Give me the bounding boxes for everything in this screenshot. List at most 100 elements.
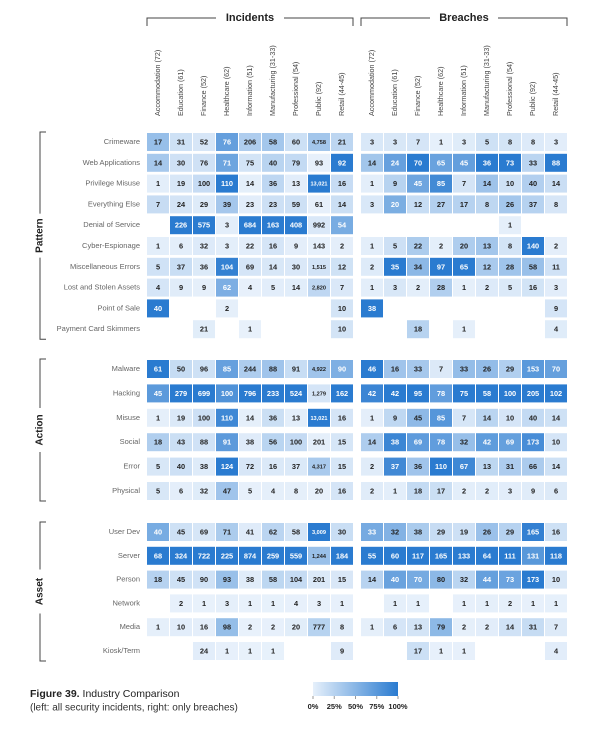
cell-value: 6: [393, 623, 397, 632]
cell-value: 73: [506, 158, 514, 167]
heat-cell: [331, 257, 353, 276]
heat-cell: [407, 257, 429, 276]
heat-cell: [170, 237, 192, 255]
cell-value: 12: [483, 262, 491, 271]
heat-cell: [453, 174, 475, 193]
cell-value: 110: [221, 413, 233, 422]
cell-value: 14: [292, 283, 301, 292]
cell-value: 244: [244, 364, 257, 373]
cell-value: 1,244: [312, 554, 327, 560]
cell-value: 1: [156, 413, 160, 422]
cell-value: 162: [336, 389, 348, 398]
heat-cell: [216, 299, 238, 318]
heat-cell: [216, 133, 238, 151]
cell-value: 14: [368, 438, 377, 447]
heat-cell: [384, 360, 406, 378]
heat-cell: [430, 523, 452, 541]
heat-cell: [384, 482, 406, 500]
heat-cell: [147, 482, 169, 500]
cell-value: 2: [485, 623, 489, 632]
row-label: Network: [112, 598, 140, 607]
heat-cell: [430, 195, 452, 214]
heat-cell: [216, 360, 238, 378]
cell-value: 1: [156, 179, 160, 188]
heat-cell: [239, 433, 261, 452]
cell-value: 80: [437, 575, 445, 584]
heat-cell: [147, 257, 169, 276]
cell-value: 18: [414, 325, 422, 334]
heat-cell: [193, 570, 215, 589]
cell-value: 37: [529, 200, 537, 209]
cell-value: 55: [368, 551, 376, 560]
heat-cell: [193, 278, 215, 297]
heat-cell: [476, 546, 498, 565]
cell-value: 37: [391, 462, 399, 471]
cell-value: 131: [527, 551, 539, 560]
cell-value: 17: [414, 646, 422, 655]
cell-value: 699: [198, 389, 210, 398]
cell-value: 259: [267, 551, 279, 560]
cell-value: 35: [391, 262, 399, 271]
column-label: Healthcare (62): [222, 66, 231, 116]
cell-value: 14: [483, 179, 492, 188]
cell-value: 279: [175, 389, 187, 398]
heat-cell: [331, 594, 353, 613]
heat-cell: [361, 153, 383, 172]
cell-value: 2: [485, 283, 489, 292]
cell-value: 2: [462, 486, 466, 495]
heat-cell: [453, 546, 475, 565]
heat-cell: [361, 570, 383, 589]
cell-value: 29: [506, 364, 514, 373]
heat-cell: [170, 594, 192, 613]
heat-cell: [453, 153, 475, 172]
cell-value: 14: [269, 262, 278, 271]
row-label: Denial of Service: [83, 220, 140, 229]
row-label: User Dev: [109, 527, 141, 536]
cell-value: 69: [414, 438, 422, 447]
heat-cell: [361, 257, 383, 276]
legend-label: 75%: [369, 702, 384, 711]
heat-cell: [170, 546, 192, 565]
cell-value: 24: [200, 646, 209, 655]
cell-value: 22: [414, 241, 422, 250]
heat-cell: [262, 133, 284, 151]
heat-cell: [170, 153, 192, 172]
cell-value: 31: [506, 462, 514, 471]
cell-value: 104: [290, 575, 303, 584]
heat-cell: [476, 457, 498, 476]
cell-value: 233: [267, 389, 279, 398]
heat-cell: [384, 384, 406, 403]
heat-cell: [216, 153, 238, 172]
cell-value: 38: [414, 527, 422, 536]
heat-cell: [216, 523, 238, 541]
cell-value: 36: [200, 262, 208, 271]
heat-cell: [499, 360, 521, 378]
heat-cell: [170, 482, 192, 500]
cell-value: 42: [391, 389, 399, 398]
cell-value: 21: [200, 325, 208, 334]
heat-cell: [545, 153, 567, 172]
heat-cell: [193, 216, 215, 235]
cell-value: 10: [338, 304, 346, 313]
heat-cell: [361, 299, 383, 318]
heat-cell: [453, 618, 475, 637]
cell-value: 201: [313, 438, 325, 447]
cell-value: 93: [315, 158, 323, 167]
heat-cell: [285, 174, 307, 193]
section-bracket: [39, 521, 46, 662]
heat-cell: [453, 278, 475, 297]
cell-value: 76: [223, 137, 231, 146]
heat-cell: [239, 618, 261, 637]
cell-value: 124: [221, 462, 234, 471]
cell-value: 17: [460, 200, 468, 209]
heat-cell: [331, 642, 353, 660]
cell-value: 36: [269, 179, 277, 188]
heat-cell: [476, 174, 498, 193]
heat-cell: [384, 278, 406, 297]
section-title: Pattern: [35, 218, 46, 252]
cell-value: 10: [552, 575, 560, 584]
cell-value: 1: [531, 599, 535, 608]
cell-value: 6: [554, 486, 558, 495]
cell-value: 14: [483, 413, 492, 422]
heat-cell: [384, 174, 406, 193]
